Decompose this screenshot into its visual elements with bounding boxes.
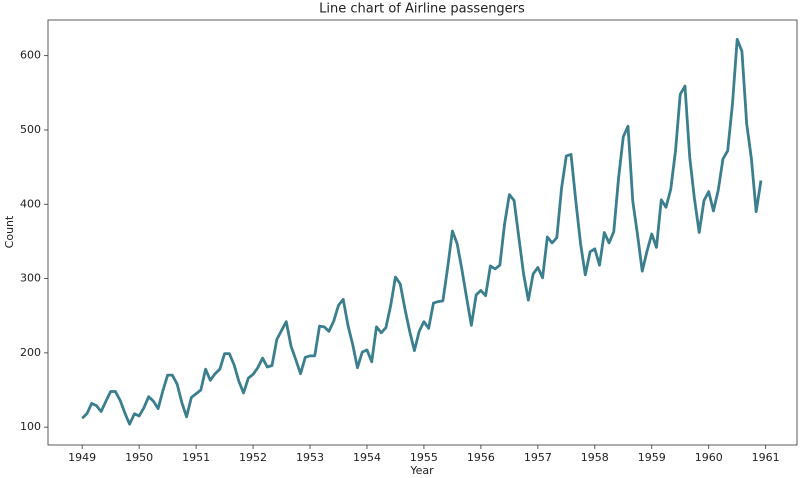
x-tick-label: 1958: [581, 451, 609, 464]
x-tick-label: 1955: [410, 451, 438, 464]
x-tick-label: 1949: [68, 451, 96, 464]
chart-title: Line chart of Airline passengers: [319, 2, 525, 17]
x-tick-label: 1960: [695, 451, 723, 464]
x-tick-label: 1959: [638, 451, 666, 464]
x-tick-label: 1961: [752, 451, 780, 464]
y-tick-label: 500: [20, 123, 41, 136]
x-tick-label: 1956: [467, 451, 495, 464]
y-tick-label: 100: [20, 420, 41, 433]
x-tick-label: 1950: [125, 451, 153, 464]
y-tick-label: 200: [20, 346, 41, 359]
y-tick-label: 300: [20, 272, 41, 285]
x-tick-label: 1952: [239, 451, 267, 464]
x-tick-label: 1954: [353, 451, 381, 464]
y-axis-label: Count: [3, 215, 16, 248]
data-line: [81, 37, 763, 426]
plot-frame: [47, 19, 798, 446]
x-tick-label: 1957: [524, 451, 552, 464]
y-tick-label: 400: [20, 197, 41, 210]
x-axis-label: Year: [409, 464, 434, 477]
y-tick-label: 600: [20, 49, 41, 62]
x-tick-label: 1951: [182, 451, 210, 464]
x-tick-label: 1953: [296, 451, 324, 464]
